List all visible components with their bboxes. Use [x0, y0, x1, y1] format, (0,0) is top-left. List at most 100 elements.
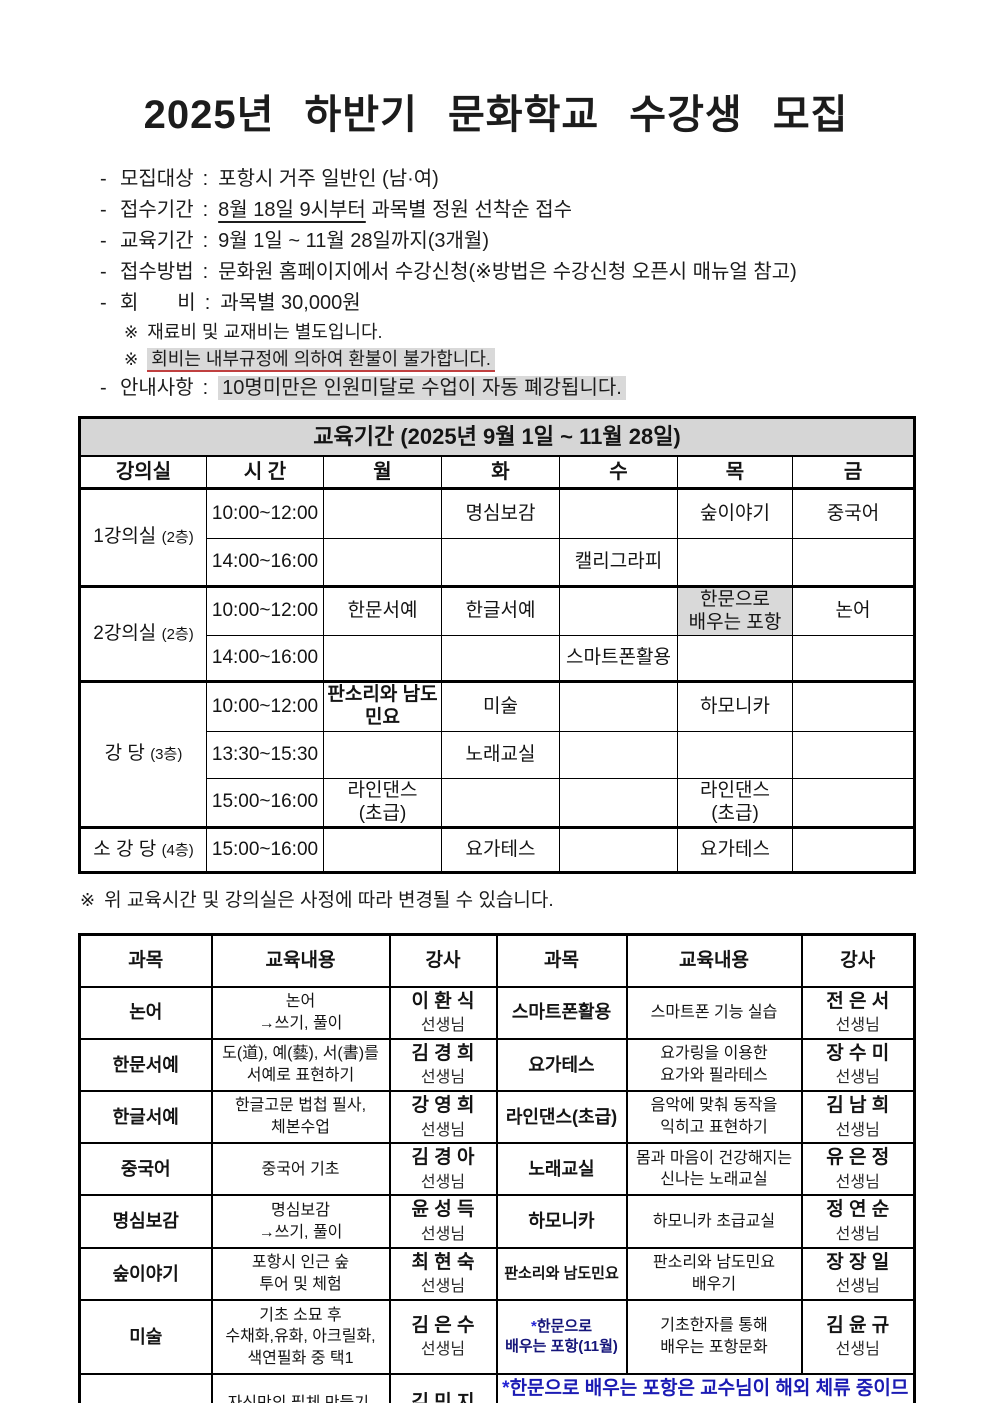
- schedule-title: 교육기간 (2025년 9월 1일 ~ 11월 28일): [78, 417, 916, 457]
- schedule-cell: 한문서예: [323, 585, 442, 636]
- list-item-info: - 안내사항:10명미만은 인원미달로 수업이 자동 폐강됩니다.: [100, 373, 952, 404]
- course-subject: 라인댄스(초급): [495, 1089, 628, 1145]
- course-teacher: 김 민 지선생님: [388, 1372, 498, 1403]
- course-content: 기초 소묘 후 수채화,유화, 아크릴화, 색연필화 중 택1: [210, 1298, 391, 1375]
- schedule-cell: [677, 635, 793, 682]
- course-subject: 논어: [78, 985, 213, 1040]
- course-subject: 중국어: [78, 1142, 213, 1197]
- schedule-cell: 요가테스: [677, 826, 793, 873]
- room-floor: (2층): [161, 529, 194, 547]
- reference-mark: ※: [124, 350, 139, 369]
- schedule-cell: [677, 731, 793, 779]
- blue-note-text: 한문으로 배우는 포항은 교수님이 해외 체류 중이므로 11~12월(2개월)…: [509, 1377, 909, 1399]
- course-teacher: 장 장 일 선생님: [800, 1246, 916, 1301]
- time-slot: 10:00~12:00: [206, 680, 324, 732]
- item-label: 모집대상: [120, 168, 194, 190]
- schedule-cell: [559, 585, 678, 636]
- item-label: 접수기간: [120, 199, 194, 221]
- course-subject: 판소리와 남도민요: [495, 1246, 628, 1301]
- course-row: 숲이야기 포항시 인근 숲 투어 및 체험 최 현 숙 선생님 판소리와 남도민요…: [78, 1246, 916, 1301]
- schedule-cell: 라인댄스 (초급): [677, 778, 793, 828]
- courses-col-teacher: 강사: [800, 933, 916, 988]
- course-content: 하모니카 초급교실: [625, 1194, 803, 1249]
- notice-list: - 모집대상: 포항시 거주 일반인 (남·여) - 접수기간:8월 18일 9시부터…: [100, 164, 952, 404]
- course-teacher: 김 은 수 선생님: [388, 1298, 498, 1375]
- teacher-name: 김 경 아: [411, 1147, 475, 1169]
- teacher-name: 장 장 일: [826, 1251, 890, 1273]
- teacher-name: 장 수 미: [826, 1042, 890, 1064]
- room-floor: (4층): [161, 841, 194, 859]
- course-content: 논어 →쓰기, 풀이: [210, 985, 391, 1040]
- schedule-cell: [323, 635, 442, 682]
- room-name: 강 당: [104, 743, 145, 765]
- schedule-cell: [323, 826, 442, 873]
- course-content: 스마트폰 기능 실습: [625, 985, 803, 1040]
- course-row: 명심보감 명심보감 →쓰기, 풀이 윤 성 득 선생님 하모니카 하모니카 초급교…: [78, 1194, 916, 1249]
- schedule-cell: [791, 635, 916, 682]
- room-name: 1강의실: [93, 526, 157, 548]
- course-row: 한글서예 한글고문 법첩 필사, 체본수업 강 영 희 선생님 라인댄스(초급) …: [78, 1089, 916, 1145]
- course-subject: 한글서예: [78, 1089, 213, 1145]
- course-content: 명심보감 →쓰기, 풀이: [210, 1194, 391, 1249]
- course-teacher: 최 현 숙 선생님: [388, 1246, 498, 1301]
- colon: :: [202, 261, 209, 283]
- course-content: 자신만의 필체 만들기, 캘리그라피 소품 만들기: [210, 1372, 391, 1403]
- teacher-suffix: 선생님: [835, 1341, 880, 1359]
- highlighted-note-text: 회비는 내부규정에 의하여 환불이 불가합니다.: [147, 348, 495, 372]
- schedule-cell: 숲이야기: [677, 487, 793, 539]
- item-text: 9월 1일 ~ 11월 28일까지(3개월): [218, 230, 489, 252]
- time-slot: 13:30~15:30: [206, 731, 324, 779]
- item-text: 포항시 거주 일반인 (남·여): [218, 168, 439, 190]
- teacher-name: 윤 성 득: [411, 1199, 475, 1221]
- schedule-cell: 노래교실: [441, 731, 560, 779]
- course-teacher: 김 남 희 선생님: [800, 1089, 916, 1145]
- courses-col-teacher: 강사: [388, 933, 498, 988]
- colon: :: [202, 199, 209, 221]
- schedule-cell: [559, 731, 678, 779]
- teacher-suffix: 선생님: [835, 1226, 880, 1244]
- teacher-name: 최 현 숙: [411, 1251, 475, 1273]
- course-subject: 미술: [78, 1298, 213, 1375]
- teacher-name: 김 윤 규: [826, 1314, 890, 1336]
- course-subject: 명심보감: [78, 1194, 213, 1249]
- subject-text: 한문으로 배우는 포항(11월): [505, 1317, 618, 1355]
- teacher-name: 강 영 희: [411, 1094, 475, 1116]
- time-slot: 15:00~16:00: [206, 826, 324, 873]
- time-slot: 10:00~12:00: [206, 487, 324, 539]
- col-header-mon: 월: [323, 455, 442, 490]
- list-item-target: - 모집대상: 포항시 거주 일반인 (남·여): [100, 164, 952, 195]
- course-subject: 노래교실: [495, 1142, 628, 1197]
- time-slot: 14:00~16:00: [206, 538, 324, 587]
- highlighted-text: 10명미만은 인원미달로 수업이 자동 폐강됩니다.: [218, 376, 626, 400]
- col-header-thu: 목: [677, 455, 793, 490]
- col-header-room: 강의실: [79, 455, 207, 490]
- schedule-cell: [791, 778, 916, 828]
- list-item-edu: - 교육기간:9월 1일 ~ 11월 28일까지(3개월): [100, 226, 952, 257]
- schedule-cell: [323, 731, 442, 779]
- schedule-cell: 판소리와 남도민요: [323, 680, 442, 732]
- course-subject: 요가테스: [495, 1037, 628, 1092]
- room-name: 소 강 당: [93, 838, 157, 860]
- list-item-fee: -회 비: 과목별 30,000원: [100, 288, 952, 319]
- reference-mark: ※: [124, 323, 139, 342]
- courses-col-subject: 과목: [78, 933, 213, 988]
- item-label: 회 비: [120, 292, 196, 314]
- item-label: 교육기간: [120, 230, 194, 252]
- teacher-suffix: 선생님: [835, 1017, 880, 1035]
- sub-note-materials: ※ 재료비 및 교재비는 별도입니다.: [124, 319, 952, 346]
- course-teacher: 장 수 미 선생님: [800, 1037, 916, 1092]
- schedule-cell: 하모니카: [677, 680, 793, 732]
- course-row: 중국어 중국어 기초 김 경 아 선생님 노래교실 몸과 마음이 건강해지는 신나…: [78, 1142, 916, 1197]
- room-label-4: 소 강 당 (4층): [79, 826, 207, 873]
- underlined-text: 8월 18일 9시부터: [218, 199, 366, 221]
- schedule-cell: [323, 538, 442, 587]
- schedule-cell: [323, 487, 442, 539]
- item-label: 안내사항: [120, 377, 194, 399]
- schedule-cell: [559, 680, 678, 732]
- schedule-cell: 라인댄스 (초급): [323, 778, 442, 828]
- course-teacher: 김 경 아 선생님: [388, 1142, 498, 1197]
- item-text: 과목별 30,000원: [220, 292, 361, 314]
- schedule-table: 교육기간 (2025년 9월 1일 ~ 11월 28일) 강의실 시 간 월 화…: [78, 416, 917, 874]
- note-text: 재료비 및 교재비는 별도입니다.: [147, 322, 383, 342]
